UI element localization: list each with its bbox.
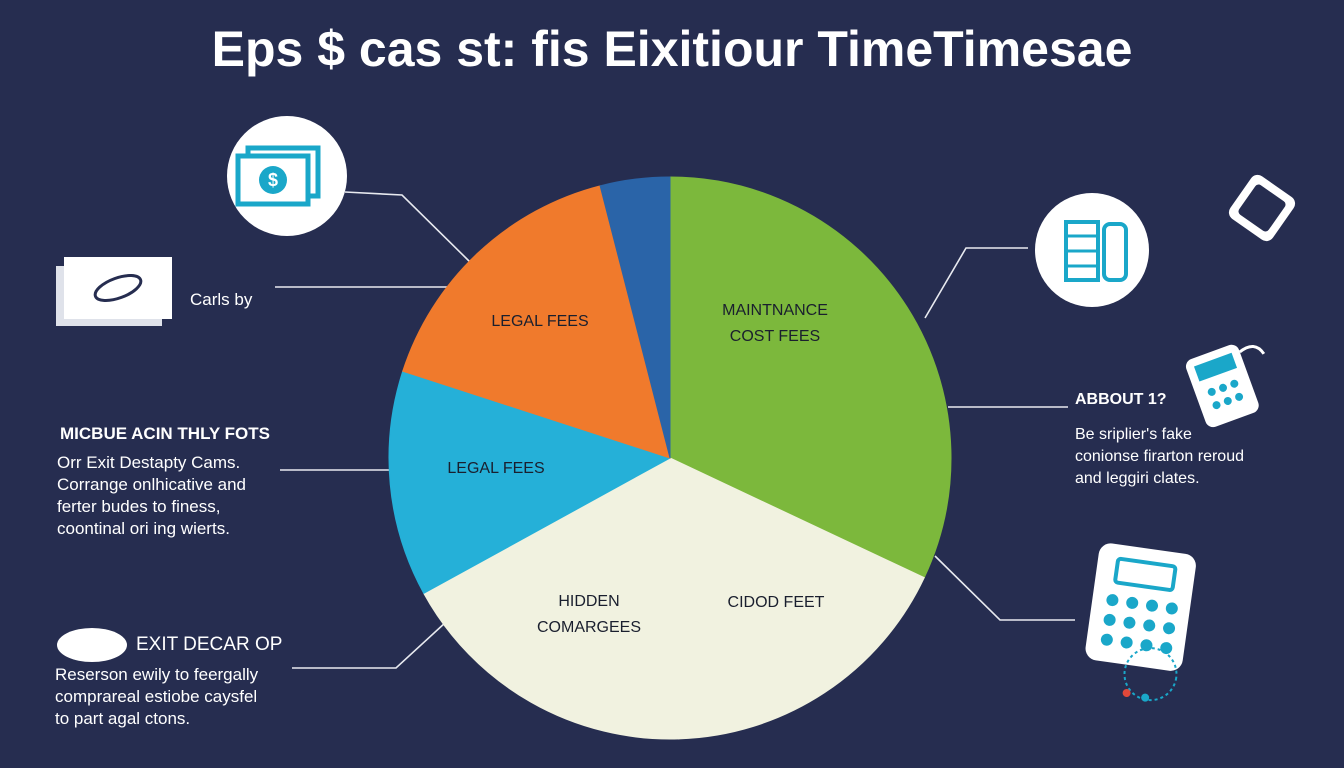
connectors: [275, 191, 1075, 669]
connector: [934, 555, 1075, 621]
pie-slice: [599, 176, 671, 459]
connector: [292, 621, 447, 669]
card-icon: [56, 257, 172, 326]
slice-label: LEGAL FEES: [491, 313, 589, 330]
annotation: Orr Exit Destapty Cams. Corrange onlhica…: [57, 453, 247, 538]
annotation: Reserson ewily to feergally comprareal e…: [55, 665, 259, 728]
calculator-icon: [1085, 543, 1196, 702]
slice-label: CIDOD FEET: [727, 594, 825, 611]
phone-icon: [1228, 174, 1296, 242]
slice-label: MAINTNANCE COST FEES: [722, 302, 828, 345]
annotation: ABBOUT 1?: [1075, 391, 1167, 408]
pie-slice: [388, 370, 672, 595]
pie-slice: [423, 457, 680, 740]
svg-text:$: $: [268, 170, 278, 190]
pie-slice: [402, 185, 671, 459]
slice-label: LEGAL FEES: [447, 460, 545, 477]
money-icon: $: [227, 116, 347, 236]
pie-slice: [669, 457, 925, 740]
calculator-icon: [1185, 344, 1266, 428]
annotation: Carls by: [190, 290, 253, 309]
connector: [924, 247, 1028, 319]
pie: [388, 176, 952, 740]
annotation: Be sriplier's fake conionse firarton rer…: [1075, 426, 1244, 487]
connector: [344, 191, 471, 263]
table-icon: [1035, 193, 1149, 307]
pie-slice: [669, 176, 952, 579]
oval-icon: [57, 628, 127, 662]
chart-title: Eps $ cas st: fis Eixitiour TimeTimesae: [211, 21, 1133, 77]
annotation: MICBUE ACIN THLY FOTS: [60, 424, 270, 443]
slice-label: HIDDEN COMARGEES: [536, 593, 642, 636]
annotation: EXIT DECAR OP: [136, 634, 283, 655]
